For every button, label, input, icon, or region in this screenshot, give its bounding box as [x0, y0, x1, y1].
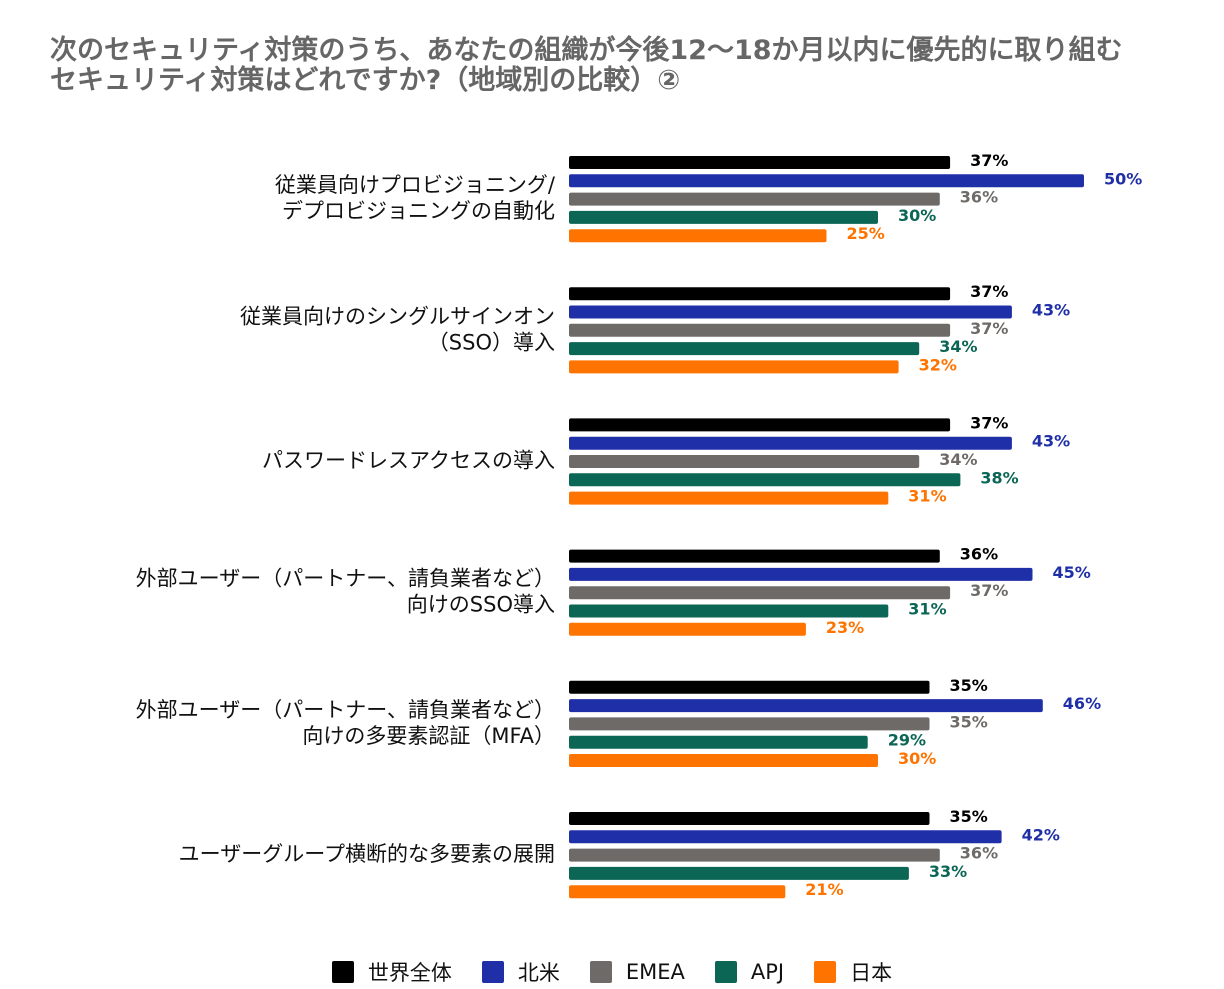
legend-item: APJ [714, 960, 785, 984]
bar [569, 418, 951, 432]
category-label: 従業員向けプロビジョニング/デプロビジョニングの自動化 [275, 173, 556, 223]
legend-swatch [814, 961, 837, 983]
data-label: 33% [929, 862, 967, 881]
bar [569, 622, 806, 636]
chart-title-line-1: 次のセキュリティ対策のうち、あなたの組織が今後12〜18か月以内に優先的に取り組… [50, 35, 1123, 66]
bar [569, 287, 951, 301]
legend-item: 世界全体 [331, 957, 452, 987]
category-label: 外部ユーザー（パートナー、請負業者など）向けの多要素認証（MFA） [136, 698, 555, 748]
bar [569, 885, 786, 899]
data-label: 30% [898, 206, 936, 225]
category-label: 外部ユーザー（パートナー、請負業者など）向けのSSO導入 [136, 567, 555, 617]
bar [569, 549, 940, 563]
data-label: 35% [950, 676, 988, 695]
legend-label: 世界全体 [367, 961, 452, 985]
data-label: 37% [970, 282, 1008, 301]
bar [569, 491, 889, 505]
category-label: ユーザーグループ横断的な多要素の展開 [179, 842, 555, 866]
legend-label: APJ [750, 960, 785, 984]
bar [569, 436, 1012, 450]
category-label-line: ユーザーグループ横断的な多要素の展開 [179, 842, 555, 866]
data-label: 36% [960, 844, 998, 863]
bar [569, 735, 868, 749]
data-label: 31% [908, 600, 946, 619]
data-label: 50% [1104, 169, 1142, 188]
data-label: 37% [970, 581, 1008, 600]
legend-label: EMEA [625, 960, 685, 984]
category-label: 従業員向けのシングルサインオン（SSO）導入 [240, 304, 555, 354]
bar-chart: 従業員向けプロビジョニング/デプロビジョニングの自動化37%50%36%30%2… [136, 151, 1143, 899]
legend-item: EMEA [589, 960, 685, 984]
bar [569, 174, 1084, 188]
bar [569, 323, 951, 337]
bar [569, 473, 961, 487]
category-label-line: 従業員向けプロビジョニング/ [275, 173, 556, 197]
data-label: 42% [1022, 825, 1060, 844]
category-label-line: 従業員向けのシングルサインオン [240, 304, 555, 328]
chart-legend: 世界全体 北米 EMEA APJ 日本 [0, 955, 1224, 989]
category-label-line: 向けの多要素認証（MFA） [302, 724, 555, 748]
bar [569, 360, 899, 374]
data-label: 30% [898, 749, 936, 768]
bar [569, 754, 878, 767]
data-label: 46% [1063, 694, 1101, 713]
bar [569, 848, 940, 862]
bar [569, 305, 1012, 319]
bar [569, 455, 920, 468]
bar [569, 586, 951, 600]
bar [569, 229, 827, 243]
legend-label: 日本 [850, 961, 893, 985]
category-label-line: （SSO）導入 [428, 330, 555, 354]
category-label-line: デプロビジョニングの自動化 [282, 199, 555, 223]
chart-title: 次のセキュリティ対策のうち、あなたの組織が今後12〜18か月以内に優先的に取り組… [50, 36, 1200, 96]
legend-item: 北米 [481, 957, 560, 987]
bar [569, 210, 878, 224]
data-label: 38% [980, 468, 1018, 487]
chart-title-line-2: セキュリティ対策はどれですか?（地域別の比較）② [50, 65, 681, 96]
data-label: 23% [826, 618, 864, 637]
data-label: 37% [970, 413, 1008, 432]
category-label-line: 外部ユーザー（パートナー、請負業者など） [136, 567, 555, 591]
data-label: 43% [1032, 432, 1070, 451]
bar [569, 680, 930, 694]
bar [569, 830, 1002, 844]
data-label: 37% [970, 151, 1008, 170]
data-label: 29% [888, 731, 926, 750]
data-label: 21% [805, 880, 843, 899]
bar [569, 192, 940, 206]
bar [569, 812, 930, 825]
data-label: 34% [939, 337, 977, 356]
bar [569, 342, 920, 356]
data-label: 35% [950, 712, 988, 731]
data-label: 31% [908, 487, 946, 506]
category-label-line: 外部ユーザー（パートナー、請負業者など） [136, 698, 555, 722]
bar [569, 866, 909, 880]
bar [569, 717, 930, 731]
data-label: 35% [950, 807, 988, 826]
legend-swatch [481, 961, 504, 983]
bar [569, 699, 1043, 713]
bar [569, 567, 1033, 581]
data-label: 34% [939, 450, 977, 469]
category-label: パスワードレスアクセスの導入 [262, 449, 555, 473]
legend-item: 日本 [814, 957, 892, 987]
data-label: 36% [960, 188, 998, 207]
data-label: 37% [970, 319, 1008, 338]
data-label: 36% [960, 545, 998, 564]
legend-swatch [714, 961, 737, 983]
data-label: 32% [919, 355, 957, 374]
category-label-line: 向けのSSO導入 [407, 593, 555, 617]
bar [569, 156, 951, 169]
category-label-line: パスワードレスアクセスの導入 [262, 449, 555, 473]
data-label: 25% [847, 224, 885, 243]
legend-swatch [589, 961, 612, 983]
bar [569, 604, 889, 618]
data-label: 45% [1053, 563, 1091, 582]
legend-label: 北米 [517, 961, 560, 985]
data-label: 43% [1032, 301, 1070, 320]
legend-swatch [331, 961, 354, 983]
